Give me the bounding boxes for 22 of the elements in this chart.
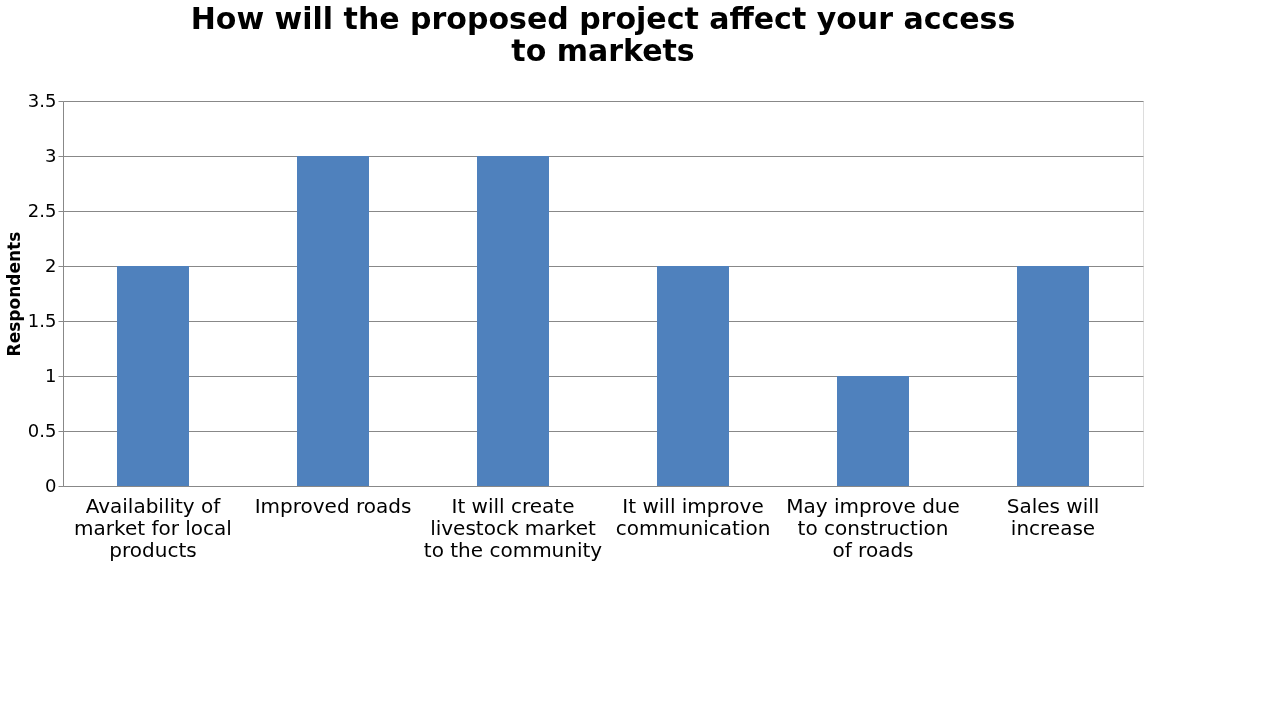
y-tick-label: 2 xyxy=(45,254,57,276)
x-tick-label: Sales will increase xyxy=(1006,493,1100,540)
bar xyxy=(1017,266,1089,486)
bar xyxy=(117,266,189,486)
y-tick-label: 1.5 xyxy=(27,309,57,331)
x-tick-label: Availability of market for local products xyxy=(74,493,232,562)
x-tick-label: May improve due to construction of roads xyxy=(786,493,960,562)
chart-title: How will the proposed project affect your access to markets xyxy=(190,1,1016,68)
y-tick-label: 1 xyxy=(45,364,57,386)
x-tick-label: Improved roads xyxy=(254,493,412,518)
y-tick-label: 3 xyxy=(45,144,57,166)
x-tick-label: It will create livestock market to the community xyxy=(423,493,603,562)
bar xyxy=(657,266,729,486)
y-tick-label: 0 xyxy=(45,474,57,496)
y-tick-label: 0.5 xyxy=(27,419,57,441)
y-tick-label: 2.5 xyxy=(27,199,57,221)
bar xyxy=(477,156,549,486)
x-tick-label: It will improve communication xyxy=(615,493,771,540)
bar xyxy=(297,156,369,486)
y-axis-title: Respondents xyxy=(3,231,24,357)
y-tick-label: 3.5 xyxy=(27,89,57,111)
bar xyxy=(837,376,909,486)
